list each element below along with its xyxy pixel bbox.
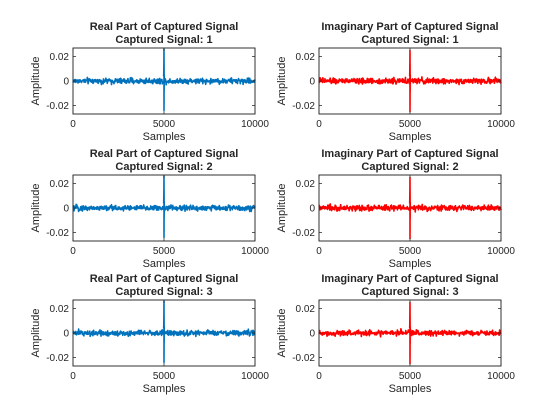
y-tick-label: 0 — [63, 329, 69, 340]
y-tick-label: 0 — [309, 329, 315, 340]
x-axis-label: Samples — [143, 383, 186, 395]
y-tick-label: -0.02 — [46, 353, 69, 364]
subplot-6: Imaginary Part of Captured SignalCapture… — [276, 273, 515, 395]
subplot-title: Imaginary Part of Captured Signal — [321, 273, 498, 285]
y-tick-label: 0.02 — [50, 52, 70, 63]
y-axis-label: Amplitude — [30, 184, 42, 233]
signal-spike — [162, 300, 166, 364]
y-tick-label: -0.02 — [46, 101, 69, 112]
y-tick-label: -0.02 — [292, 228, 315, 239]
x-tick-label: 0 — [316, 246, 322, 257]
x-tick-label: 5000 — [153, 119, 176, 130]
subplot-subtitle: Captured Signal: 1 — [115, 34, 212, 46]
x-tick-label: 0 — [316, 119, 322, 130]
y-tick-label: 0.02 — [296, 52, 316, 63]
y-tick-label: 0.02 — [50, 179, 70, 190]
y-tick-label: 0.02 — [296, 179, 316, 190]
y-tick-label: 0.02 — [50, 304, 70, 315]
x-axis-label: Samples — [143, 131, 186, 143]
x-tick-label: 10000 — [241, 371, 269, 382]
y-tick-label: 0 — [63, 204, 69, 215]
y-axis-label: Amplitude — [30, 57, 42, 106]
y-tick-label: -0.02 — [46, 228, 69, 239]
signal-spike — [162, 175, 166, 239]
signal-spike — [408, 301, 412, 365]
x-axis-label: Samples — [389, 131, 432, 143]
x-tick-label: 10000 — [487, 246, 515, 257]
x-tick-label: 0 — [70, 119, 76, 130]
y-tick-label: 0 — [309, 204, 315, 215]
subplot-title: Real Part of Captured Signal — [90, 273, 239, 285]
y-axis-label: Amplitude — [276, 184, 288, 233]
y-tick-label: 0.02 — [296, 304, 316, 315]
y-axis-label: Amplitude — [276, 57, 288, 106]
subplot-subtitle: Captured Signal: 2 — [361, 161, 458, 173]
x-tick-label: 0 — [316, 371, 322, 382]
x-tick-label: 5000 — [399, 119, 422, 130]
x-tick-label: 10000 — [487, 371, 515, 382]
subplot-subtitle: Captured Signal: 3 — [115, 286, 212, 298]
signal-spike — [408, 176, 412, 240]
x-tick-label: 0 — [70, 371, 76, 382]
x-tick-label: 10000 — [487, 119, 515, 130]
x-tick-label: 10000 — [241, 246, 269, 257]
subplot-4: Imaginary Part of Captured SignalCapture… — [276, 148, 515, 270]
y-tick-label: 0 — [63, 77, 69, 88]
y-axis-label: Amplitude — [30, 309, 42, 358]
subplot-2: Imaginary Part of Captured SignalCapture… — [276, 21, 515, 143]
signal-spike — [408, 49, 412, 113]
x-tick-label: 5000 — [153, 371, 176, 382]
subplot-title: Real Part of Captured Signal — [90, 21, 239, 33]
x-axis-label: Samples — [389, 258, 432, 270]
x-tick-label: 5000 — [399, 371, 422, 382]
x-tick-label: 5000 — [399, 246, 422, 257]
subplot-subtitle: Captured Signal: 2 — [115, 161, 212, 173]
x-axis-label: Samples — [143, 258, 186, 270]
y-axis-label: Amplitude — [276, 309, 288, 358]
x-tick-label: 0 — [70, 246, 76, 257]
subplot-title: Real Part of Captured Signal — [90, 148, 239, 160]
y-tick-label: -0.02 — [292, 101, 315, 112]
subplot-subtitle: Captured Signal: 3 — [361, 286, 458, 298]
y-tick-label: -0.02 — [292, 353, 315, 364]
subplot-subtitle: Captured Signal: 1 — [361, 34, 458, 46]
signal-spike — [162, 48, 166, 112]
x-tick-label: 5000 — [153, 246, 176, 257]
x-tick-label: 10000 — [241, 119, 269, 130]
x-axis-label: Samples — [389, 383, 432, 395]
y-tick-label: 0 — [309, 77, 315, 88]
subplot-title: Imaginary Part of Captured Signal — [321, 21, 498, 33]
subplot-title: Imaginary Part of Captured Signal — [321, 148, 498, 160]
